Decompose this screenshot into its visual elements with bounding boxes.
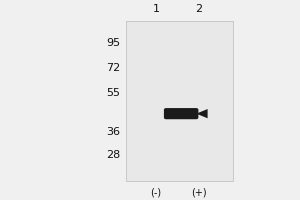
FancyBboxPatch shape — [164, 108, 198, 119]
Text: (-): (-) — [151, 187, 162, 197]
Bar — [126, 21, 233, 181]
Text: 36: 36 — [106, 127, 120, 137]
Text: 95: 95 — [106, 38, 120, 48]
Polygon shape — [196, 109, 208, 118]
Text: 72: 72 — [106, 63, 120, 73]
Text: 55: 55 — [106, 88, 120, 98]
Text: 28: 28 — [106, 150, 120, 160]
Text: 2: 2 — [195, 4, 203, 14]
Text: 1: 1 — [153, 4, 160, 14]
Text: (+): (+) — [191, 187, 207, 197]
